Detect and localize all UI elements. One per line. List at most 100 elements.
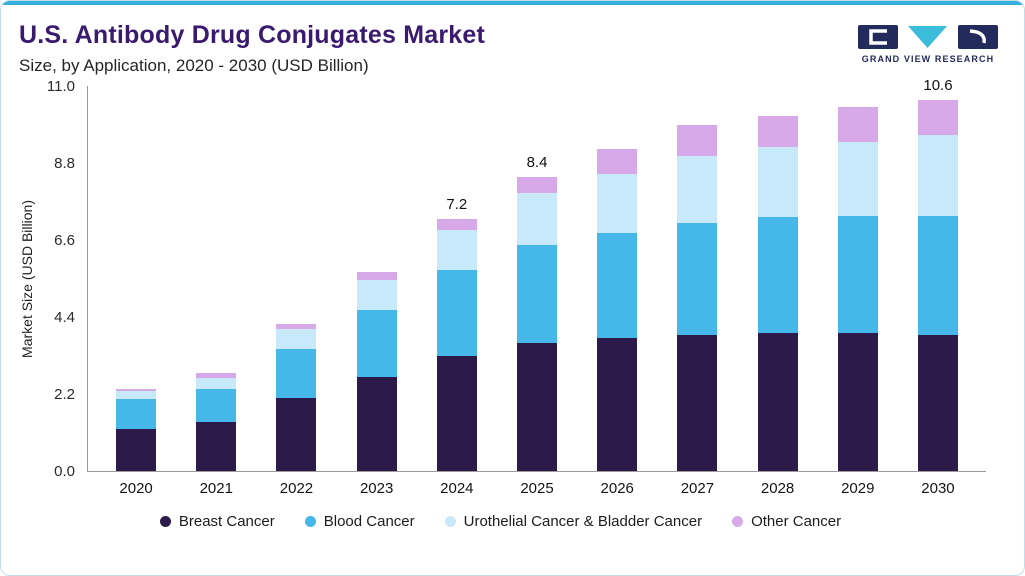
chart-title: U.S. Antibody Drug Conjugates Market: [19, 21, 486, 49]
bar-column: 7.2: [417, 196, 497, 471]
bar-column: [96, 388, 176, 471]
bar-segment-other-cancer: [597, 149, 638, 174]
bar-segment-urothelial-cancer-bladder-cancer: [837, 142, 878, 216]
stacked-bar: [196, 373, 237, 471]
bar-column: [337, 271, 417, 471]
stacked-bar: [436, 219, 477, 471]
stacked-bar: [276, 324, 317, 471]
bar-segment-urothelial-cancer-bladder-cancer: [276, 329, 317, 349]
bar-segment-blood-cancer: [276, 348, 317, 398]
bar-column: [818, 107, 898, 471]
chart-subtitle: Size, by Application, 2020 - 2030 (USD B…: [19, 56, 369, 75]
y-tick-label: 0.0: [54, 463, 75, 480]
bar-segment-breast-cancer: [116, 429, 157, 471]
x-axis-label: 2020: [119, 480, 153, 497]
x-axis-label: 2022: [279, 480, 314, 497]
legend-dot: [304, 516, 316, 527]
bar-segment-other-cancer: [517, 177, 558, 193]
y-tick-label: 4.4: [54, 309, 75, 326]
bar-column: [176, 373, 256, 471]
x-axis-label: 2025: [520, 480, 554, 497]
bar-segment-blood-cancer: [917, 215, 958, 335]
stacked-bar: [757, 115, 798, 471]
stacked-bar: [517, 177, 558, 471]
y-tick-label: 11.0: [46, 78, 75, 95]
bar-segment-breast-cancer: [517, 343, 558, 471]
bar-segment-urothelial-cancer-bladder-cancer: [116, 390, 157, 400]
bar-segment-blood-cancer: [116, 399, 157, 429]
bar-segment-blood-cancer: [517, 245, 558, 344]
bar-total-label: 10.6: [923, 77, 953, 94]
bar-column: [256, 324, 336, 471]
x-axis-labels: 2020 2021 2022 2023 2024 2025 2026 2027 2028 2029…: [88, 472, 986, 497]
bar-segment-other-cancer: [436, 219, 477, 230]
bar-segment-urothelial-cancer-bladder-cancer: [597, 173, 638, 233]
bar-segment-breast-cancer: [276, 397, 317, 471]
bar-segment-urothelial-cancer-bladder-cancer: [917, 135, 958, 216]
bar-column: [657, 124, 737, 471]
bar-segment-breast-cancer: [917, 334, 958, 471]
bar-segment-other-cancer: [116, 388, 157, 391]
bar-segment-other-cancer: [917, 100, 958, 135]
bar-segment-breast-cancer: [837, 332, 878, 471]
legend-label: Blood Cancer: [323, 513, 415, 530]
legend-dot: [159, 516, 171, 527]
plot-area: 7.2 8.4 10.6: [87, 77, 986, 472]
stacked-bar: [837, 107, 878, 471]
top-accent-bar: [1, 1, 1024, 5]
plot-wrapper: 7.2 8.4 10.6 2020 2021 2022 2023 2024 2025 2026 2…: [87, 77, 986, 497]
stacked-bar: [917, 100, 958, 471]
bar-segment-breast-cancer: [597, 338, 638, 471]
y-tick-label: 2.2: [54, 386, 75, 403]
bar-segment-other-cancer: [837, 107, 878, 142]
bar-segment-other-cancer: [757, 115, 798, 148]
x-axis-label: 2028: [760, 480, 795, 497]
bar-segment-urothelial-cancer-bladder-cancer: [436, 229, 477, 270]
header: U.S. Antibody Drug Conjugates Market Siz…: [1, 5, 1024, 78]
legend-item: Urothelial Cancer & Bladder Cancer: [444, 513, 703, 530]
bar-segment-blood-cancer: [757, 217, 798, 333]
title-block: U.S. Antibody Drug Conjugates Market Siz…: [19, 21, 485, 76]
bar-segment-urothelial-cancer-bladder-cancer: [356, 280, 397, 310]
legend-item: Other Cancer: [732, 513, 841, 530]
x-axis-label: 2026: [600, 480, 634, 497]
bar-total-label: 7.2: [446, 196, 468, 213]
legend-label: Breast Cancer: [178, 513, 275, 530]
logo-mark-icon: [858, 25, 998, 49]
legend: Breast Cancer Blood Cancer Urothelial Canc…: [15, 513, 986, 530]
y-axis-title-text: Market Size (USD Billion): [19, 199, 35, 358]
y-tick-label: 8.8: [54, 155, 75, 172]
legend-label: Urothelial Cancer & Bladder Cancer: [463, 513, 703, 530]
logo-text: GRAND VIEW RESEARCH: [861, 54, 995, 64]
bar-segment-breast-cancer: [196, 422, 237, 471]
bar-segment-urothelial-cancer-bladder-cancer: [517, 192, 558, 246]
bar-segment-other-cancer: [276, 324, 317, 330]
x-axis-label: 2030: [921, 480, 955, 497]
bar-segment-blood-cancer: [837, 215, 878, 333]
bar-column: [738, 115, 818, 471]
x-axis-label: 2021: [199, 480, 233, 497]
y-tick-label: 6.6: [54, 232, 75, 249]
x-axis-label: 2023: [359, 480, 394, 497]
bar-segment-breast-cancer: [356, 376, 397, 471]
x-axis-label: 2027: [680, 480, 715, 497]
bar-segment-breast-cancer: [677, 334, 718, 471]
bar-segment-other-cancer: [356, 271, 397, 281]
legend-label: Other Cancer: [751, 513, 842, 530]
bar-segment-breast-cancer: [436, 355, 477, 471]
y-axis-title: Market Size (USD Billion): [15, 86, 39, 471]
legend-dot: [732, 516, 744, 527]
x-axis-label: 2024: [440, 480, 474, 497]
bar-segment-blood-cancer: [677, 222, 718, 335]
legend-item: Breast Cancer: [159, 513, 275, 530]
bar-segment-breast-cancer: [757, 332, 798, 471]
legend-dot: [444, 516, 456, 527]
stacked-bar: [356, 271, 397, 471]
stacked-bar: [677, 124, 718, 471]
stacked-bar: [116, 388, 157, 471]
legend-item: Blood Cancer: [304, 513, 415, 530]
y-axis-ticks: 0.0 2.2 4.4 6.6 8.8 11.0: [39, 78, 87, 480]
bar-column: 8.4: [497, 154, 577, 471]
bar-segment-urothelial-cancer-bladder-cancer: [196, 378, 237, 389]
bar-segment-blood-cancer: [597, 233, 638, 338]
